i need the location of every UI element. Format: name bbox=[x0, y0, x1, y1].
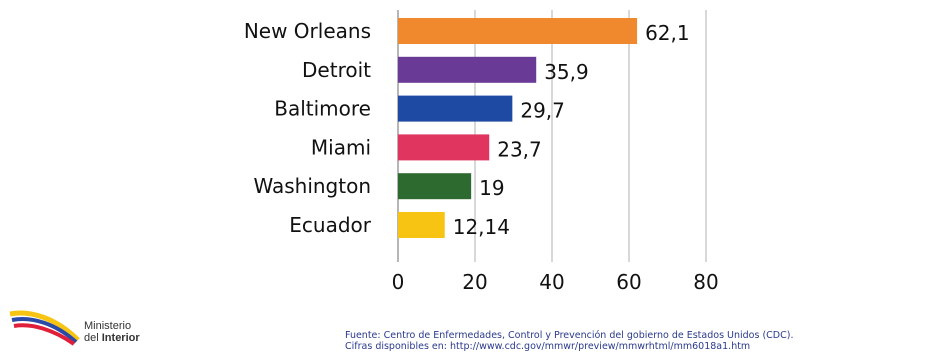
logo-line2: del Interior bbox=[84, 332, 140, 344]
category-label: Baltimore bbox=[274, 97, 371, 121]
category-label: Washington bbox=[253, 174, 371, 198]
x-tick-label: 60 bbox=[616, 270, 641, 294]
source-line2: Cifras disponibles en: http://www.cdc.go… bbox=[345, 341, 751, 352]
logo-line2-prefix: del bbox=[84, 332, 102, 344]
bar bbox=[398, 134, 490, 161]
bar bbox=[398, 173, 472, 200]
bar bbox=[398, 18, 638, 44]
x-tick-label: 80 bbox=[693, 270, 718, 294]
ministerio-logo-text: Ministerio del Interior bbox=[84, 320, 140, 344]
bar-chart: 0 20 40 60 80 New Orleans 62,1 Detroit 35,9 Balti… bbox=[244, 10, 719, 294]
ministerio-logo-icon bbox=[9, 310, 80, 346]
data-label: 35,9 bbox=[544, 60, 589, 84]
bar bbox=[398, 95, 513, 122]
category-label: New Orleans bbox=[244, 19, 371, 43]
source-line1: Fuente: Centro de Enfermedades, Control … bbox=[345, 330, 794, 341]
x-tick-label: 40 bbox=[539, 270, 564, 294]
logo-line1: Ministerio bbox=[84, 320, 132, 332]
data-label: 29,7 bbox=[520, 99, 565, 123]
data-label: 62,1 bbox=[645, 21, 690, 45]
source-note: Fuente: Centro de Enfermedades, Control … bbox=[345, 330, 930, 352]
data-label: 23,7 bbox=[497, 137, 542, 161]
bar bbox=[398, 56, 537, 83]
category-label: Ecuador bbox=[289, 213, 371, 237]
logo-line2-bold: Interior bbox=[101, 332, 140, 344]
data-label: 12,14 bbox=[453, 215, 510, 239]
x-tick-label: 20 bbox=[462, 270, 487, 294]
x-tick-label: 0 bbox=[392, 270, 405, 294]
data-label: 19 bbox=[479, 176, 504, 200]
category-label: Detroit bbox=[302, 58, 371, 82]
bar bbox=[398, 212, 445, 238]
category-label: Miami bbox=[311, 135, 371, 159]
